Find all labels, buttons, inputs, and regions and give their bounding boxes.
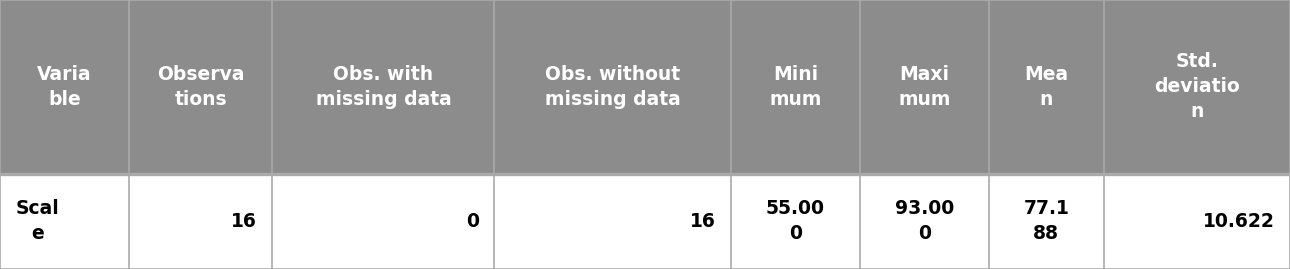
Bar — [272, 0, 494, 174]
Text: 0: 0 — [466, 212, 479, 231]
Text: Obs. with
missing data: Obs. with missing data — [316, 65, 452, 109]
Text: 16: 16 — [690, 212, 716, 231]
Text: 77.1
88: 77.1 88 — [1023, 199, 1069, 243]
Text: Scal
e: Scal e — [15, 199, 59, 243]
Bar — [129, 174, 272, 269]
Text: 93.00
0: 93.00 0 — [895, 199, 955, 243]
Text: Obs. without
missing data: Obs. without missing data — [544, 65, 681, 109]
Bar — [860, 174, 989, 269]
Text: Std.
deviatio
n: Std. deviatio n — [1155, 52, 1240, 121]
Text: Mini
mum: Mini mum — [769, 65, 822, 109]
Bar — [860, 0, 989, 174]
Bar — [0, 0, 129, 174]
Text: 55.00
0: 55.00 0 — [766, 199, 826, 243]
Bar — [494, 174, 731, 269]
Bar — [129, 0, 272, 174]
Bar — [989, 174, 1104, 269]
Bar — [1104, 0, 1290, 174]
Bar — [731, 174, 860, 269]
Text: Mea
n: Mea n — [1024, 65, 1068, 109]
Text: 10.622: 10.622 — [1202, 212, 1275, 231]
Bar — [494, 0, 731, 174]
Bar — [731, 0, 860, 174]
Bar — [0, 174, 129, 269]
Text: Varia
ble: Varia ble — [37, 65, 92, 109]
Bar — [1104, 174, 1290, 269]
Text: Maxi
mum: Maxi mum — [898, 65, 951, 109]
Bar — [989, 0, 1104, 174]
Text: Observa
tions: Observa tions — [157, 65, 244, 109]
Bar — [272, 174, 494, 269]
Text: 16: 16 — [231, 212, 257, 231]
